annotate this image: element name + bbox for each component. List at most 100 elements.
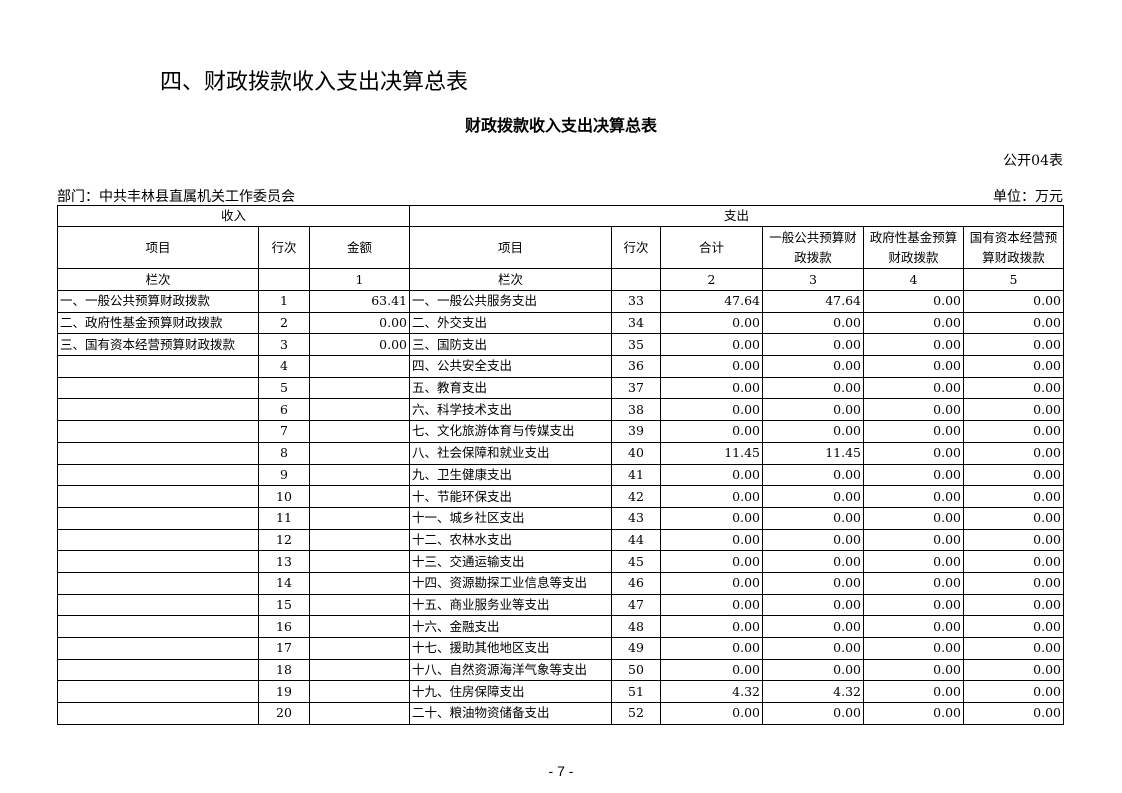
cell-in-amt	[309, 506, 410, 530]
state-capital-header: 国有资本经营预算财政拨款	[963, 226, 1064, 269]
cell-general: 0.00	[762, 398, 864, 422]
cell-state: 0.00	[963, 290, 1064, 313]
cell-ex-no: 48	[611, 615, 661, 638]
table-row: 12 十二、农林水支出 44 0.00 0.00 0.00 0.00	[57, 528, 1064, 552]
cell-state: 0.00	[963, 376, 1064, 400]
cell-in-no: 11	[258, 506, 310, 530]
cell-in-no: 10	[258, 485, 310, 508]
cell-fund: 0.00	[863, 376, 964, 400]
cell-in-item	[57, 506, 259, 530]
income-header: 收入	[57, 205, 410, 227]
col-1: 1	[309, 268, 410, 291]
cell-total: 0.00	[660, 571, 763, 595]
cell-total: 0.00	[660, 637, 763, 660]
cell-ex-item: 九、卫生健康支出	[409, 463, 612, 487]
cell-ex-no: 33	[611, 290, 661, 313]
cell-state: 0.00	[963, 658, 1064, 682]
cell-in-no: 18	[258, 658, 310, 682]
cell-in-amt: 63.41	[309, 290, 410, 313]
cell-general: 0.00	[762, 528, 864, 552]
income-amount-header: 金额	[309, 226, 410, 269]
expense-row-no-header: 行次	[611, 226, 661, 269]
table-row: 5 五、教育支出 37 0.00 0.00 0.00 0.00	[57, 376, 1064, 400]
cell-in-item	[57, 550, 259, 573]
table-row: 18 十八、自然资源海洋气象等支出 50 0.00 0.00 0.00 0.00	[57, 658, 1064, 682]
cell-fund: 0.00	[863, 333, 964, 357]
cell-in-amt	[309, 702, 410, 725]
cell-ex-item: 二、外交支出	[409, 311, 612, 335]
table-row: 7 七、文化旅游体育与传媒支出 39 0.00 0.00 0.00 0.00	[57, 420, 1064, 443]
cell-in-amt: 0.00	[309, 333, 410, 357]
cell-in-amt	[309, 615, 410, 638]
cell-in-amt	[309, 376, 410, 400]
header-row-columns: 项目 行次 金额 项目 行次 合计 一般公共预算财政拨款 政府性基金预算财政拨款…	[57, 226, 1064, 269]
cell-ex-item: 三、国防支出	[409, 333, 612, 357]
cell-in-item	[57, 571, 259, 595]
cell-in-item	[57, 528, 259, 552]
cell-in-no: 13	[258, 550, 310, 573]
cell-in-amt	[309, 441, 410, 465]
column-number-row: 栏次 1 栏次 2 3 4 5	[57, 268, 1064, 291]
cell-ex-item: 十九、住房保障支出	[409, 680, 612, 704]
cell-in-amt	[309, 355, 410, 378]
cell-in-no: 20	[258, 702, 310, 725]
cell-ex-no: 43	[611, 506, 661, 530]
cell-fund: 0.00	[863, 680, 964, 704]
cell-general: 0.00	[762, 637, 864, 660]
cell-in-no: 6	[258, 398, 310, 422]
cell-state: 0.00	[963, 615, 1064, 638]
cell-state: 0.00	[963, 420, 1064, 443]
cell-ex-item: 十四、资源勘探工业信息等支出	[409, 571, 612, 595]
cell-total: 0.00	[660, 398, 763, 422]
cell-state: 0.00	[963, 506, 1064, 530]
cell-in-no: 8	[258, 441, 310, 465]
cell-fund: 0.00	[863, 485, 964, 508]
table-row: 19 十九、住房保障支出 51 4.32 4.32 0.00 0.00	[57, 680, 1064, 704]
cell-fund: 0.00	[863, 441, 964, 465]
cell-in-item	[57, 355, 259, 378]
cell-ex-item: 十六、金融支出	[409, 615, 612, 638]
col-5: 5	[963, 268, 1064, 291]
cell-fund: 0.00	[863, 658, 964, 682]
cell-in-no: 1	[258, 290, 310, 313]
cell-in-item	[57, 398, 259, 422]
cell-ex-no: 45	[611, 550, 661, 573]
cell-ex-item: 一、一般公共服务支出	[409, 290, 612, 313]
cell-ex-no: 47	[611, 593, 661, 617]
cell-fund: 0.00	[863, 290, 964, 313]
cell-ex-no: 44	[611, 528, 661, 552]
cell-ex-no: 34	[611, 311, 661, 335]
cell-ex-item: 十三、交通运输支出	[409, 550, 612, 573]
table-row: 二、政府性基金预算财政拨款 2 0.00 二、外交支出 34 0.00 0.00 0.00 0.…	[57, 311, 1064, 335]
cell-in-no: 17	[258, 637, 310, 660]
cell-fund: 0.00	[863, 702, 964, 725]
cell-in-item	[57, 658, 259, 682]
cell-fund: 0.00	[863, 615, 964, 638]
cell-state: 0.00	[963, 637, 1064, 660]
cell-general: 0.00	[762, 550, 864, 573]
cell-total: 0.00	[660, 658, 763, 682]
cell-fund: 0.00	[863, 355, 964, 378]
cell-general: 0.00	[762, 420, 864, 443]
cell-in-no: 9	[258, 463, 310, 487]
cell-general: 0.00	[762, 571, 864, 595]
cell-in-no: 7	[258, 420, 310, 443]
empty-cell	[258, 268, 310, 291]
col-3: 3	[762, 268, 864, 291]
col-2: 2	[660, 268, 763, 291]
cell-ex-no: 36	[611, 355, 661, 378]
cell-total: 0.00	[660, 485, 763, 508]
general-budget-header: 一般公共预算财政拨款	[762, 226, 864, 269]
cell-in-amt	[309, 528, 410, 552]
cell-total: 0.00	[660, 506, 763, 530]
department-label: 部门：中共丰林县直属机关工作委员会	[57, 189, 295, 205]
table-row: 16 十六、金融支出 48 0.00 0.00 0.00 0.00	[57, 615, 1064, 638]
cell-total: 0.00	[660, 550, 763, 573]
unit-label: 单位：万元	[993, 189, 1063, 205]
income-row-no-header: 行次	[258, 226, 310, 269]
cell-in-item	[57, 441, 259, 465]
cell-general: 47.64	[762, 290, 864, 313]
cell-fund: 0.00	[863, 398, 964, 422]
cell-state: 0.00	[963, 680, 1064, 704]
